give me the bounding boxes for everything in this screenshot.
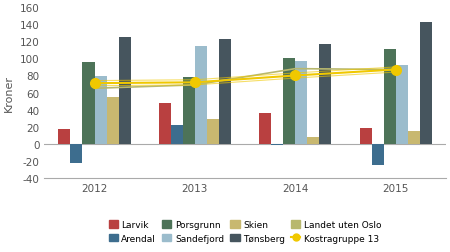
Bar [295,62,307,144]
Bar [82,62,94,144]
Bar [408,132,420,144]
Bar [195,46,207,144]
Bar [107,98,119,144]
Bar [71,144,82,163]
Bar [360,129,372,144]
Bar [183,78,195,144]
Bar [396,66,408,144]
Y-axis label: Kroner: Kroner [4,75,14,112]
Bar [283,59,295,144]
Bar [119,38,130,144]
Bar [259,114,271,144]
Bar [420,23,432,144]
Bar [94,77,107,144]
Bar [207,119,219,144]
Bar [271,144,283,145]
Bar [372,144,383,166]
Bar [171,125,183,144]
Bar [320,45,331,144]
Bar [159,103,171,144]
Legend: Larvik, Arendal, Porsgrunn, Sandefjord, Skien, Tønsberg, Landet uten Oslo, Kostr: Larvik, Arendal, Porsgrunn, Sandefjord, … [108,220,382,243]
Bar [383,50,396,144]
Bar [219,40,231,144]
Bar [58,130,71,144]
Bar [307,137,320,144]
